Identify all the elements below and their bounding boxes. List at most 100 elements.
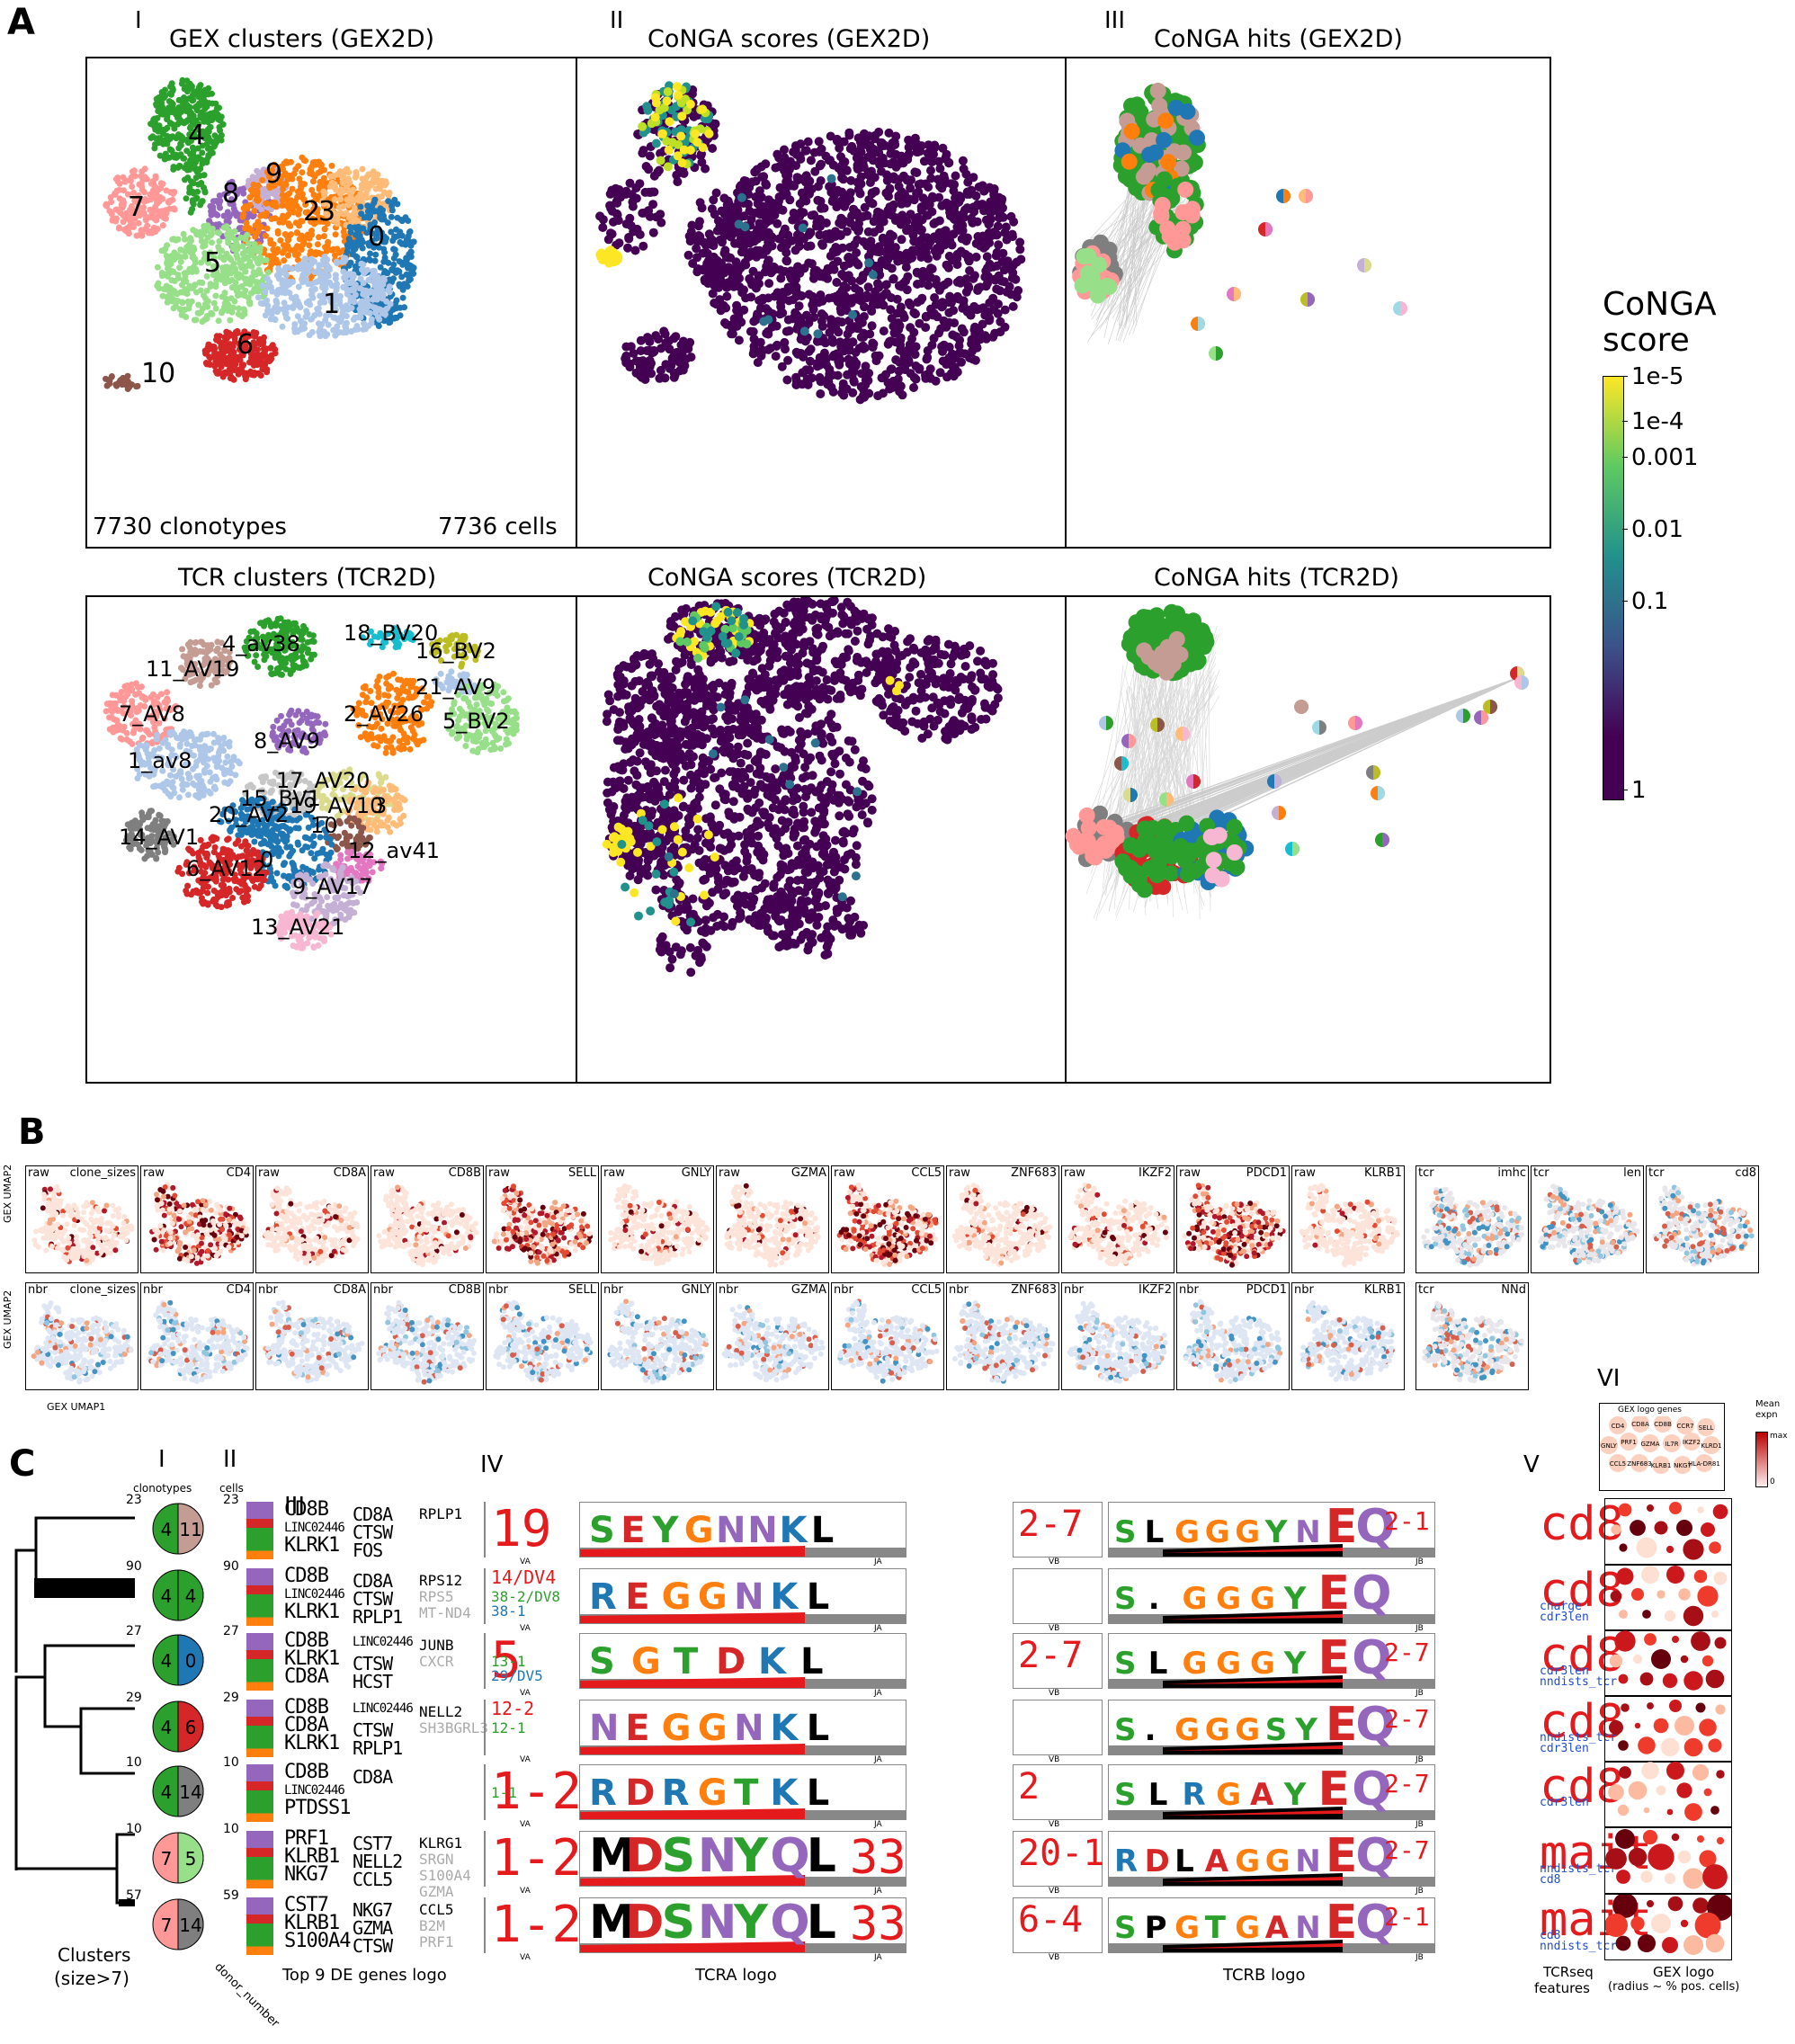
cell-count: 10	[223, 1822, 239, 1836]
c-roman-III: III	[284, 1493, 306, 1520]
de-gene-label: RPS5	[419, 1588, 454, 1605]
conga-colorbar	[1603, 376, 1624, 800]
va-label: 1-2	[491, 1763, 583, 1821]
cdr3b-logo: S L R G A Y E Q 2-7	[1108, 1764, 1435, 1820]
umap-mini-panel: tcr imhc	[1415, 1165, 1529, 1273]
tcr-cluster-label: 2_AV26	[344, 701, 424, 727]
cdr3a-letter: D	[625, 1898, 664, 1950]
gex-cluster-points	[103, 76, 417, 392]
mini-panel-feature: CD8B	[448, 1283, 481, 1297]
tcrseq-feature: cd8	[1540, 1929, 1561, 1942]
mini-umap	[1183, 1299, 1283, 1385]
mini-umap	[1422, 1300, 1524, 1384]
cdr3b-letter: Y	[1283, 1646, 1307, 1682]
cdr3b-letter: G	[1250, 1581, 1275, 1617]
tcrseq-feature: nndists_tcr	[1540, 1731, 1618, 1745]
cell-count: 59	[223, 1888, 239, 1903]
cdr3a-letter: R	[589, 1772, 617, 1814]
cdr3b-letter: L	[1148, 1646, 1168, 1682]
tcr-cluster-label: 12_av41	[348, 838, 440, 863]
cdr3b-logo: S. G G G S Y E Q 2-7	[1108, 1700, 1435, 1755]
gex-logo-circles	[1604, 1761, 1732, 1827]
vb-axis-label: VB	[1049, 1887, 1060, 1896]
tcr-cluster-label: 18_BV20	[344, 620, 438, 646]
tcra-logo-label: TCRA logo	[695, 1966, 777, 1985]
gexlogo-label-1: GEX logo	[1653, 1964, 1715, 1980]
gex-cluster-label: 2	[303, 196, 320, 228]
gex-legend-genes: CD4 CD8A CD8B CCR7 SELL GNLY PRF1 GZMA IL7R IKZF2…	[1600, 1416, 1722, 1474]
mini-panel-feature: GZMA	[790, 1166, 826, 1180]
vb-axis-label: VB	[1049, 1755, 1060, 1764]
mini-panel-feature: ZNF683	[1011, 1283, 1057, 1297]
gex-logo-circles	[1604, 1629, 1732, 1696]
colorbar-tick	[1622, 457, 1628, 458]
tcr-cluster-label: 17_AV20	[276, 768, 370, 793]
legend-gene-label: CCR7	[1676, 1423, 1693, 1430]
mini-umap	[607, 1299, 709, 1385]
title-conga-scores-tcr: CoNGA scores (TCR2D)	[647, 564, 927, 592]
cdr3b-letter: Y	[1283, 1777, 1307, 1813]
gexlogo-label-2: (radius ~ % pos. cells)	[1608, 1980, 1740, 1994]
cdr3b-letter: L	[1148, 1777, 1168, 1813]
de-gene-label: LINC02446	[353, 1635, 414, 1649]
mini-panel-type: tcr	[1418, 1283, 1434, 1297]
tcr-cluster-label: 5_BV2	[442, 709, 510, 734]
de-gene-label: RPS12	[419, 1572, 463, 1589]
tcrseq-feature: nndists_tcr	[1540, 1862, 1618, 1876]
tcrseq-feature: nndists_tcr	[1540, 1675, 1618, 1689]
legend-gene-label: IL7R	[1665, 1441, 1678, 1448]
colorbar-tick-label: 0.01	[1631, 516, 1683, 543]
cdr3b-letter: N	[1295, 1514, 1320, 1550]
colorbar-tick-label: 0.1	[1631, 588, 1669, 615]
vb-segment-box	[1013, 1897, 1103, 1953]
cdr3b-letter: Y	[1264, 1514, 1288, 1550]
de-gene-label: CTSW	[353, 1522, 393, 1543]
vb-segment-box	[1013, 1764, 1103, 1820]
cdr3b-letter: S	[1114, 1712, 1137, 1748]
legend-gene-label: ZNF683	[1627, 1460, 1651, 1468]
mini-panel-type: raw	[1179, 1166, 1201, 1180]
cdr3b-letter: G	[1205, 1712, 1230, 1748]
cdr3b-letter: G	[1183, 1581, 1208, 1617]
vb-axis-label: VB	[1049, 1953, 1060, 1962]
tcr2d-frame: 4_av38 18_BV20 16_BV2 11_AV19 21_AV9 2_AV26 5_…	[85, 595, 1551, 1084]
jb-axis-label: JB	[1415, 1887, 1424, 1896]
cdr3b-letter: A	[1205, 1843, 1229, 1879]
cdr3a-letters: MDS NY QL 33	[580, 1898, 906, 1952]
dendrogram-branch	[79, 1707, 135, 1775]
clonotype-count: 23	[126, 1493, 142, 1507]
mini-umap	[1182, 1183, 1286, 1268]
gex-logo-circles	[1604, 1696, 1732, 1763]
colorbar-tick	[1622, 376, 1628, 377]
mini-panel-type: nbr	[603, 1283, 623, 1297]
cdr3b-letters: S. G G G S Y EQ2-7	[1109, 1700, 1434, 1754]
mini-panel-feature: clone_sizes	[69, 1283, 136, 1297]
cdr3b-letter: Y	[1283, 1581, 1307, 1617]
mini-panel-feature: CD8A	[333, 1166, 366, 1180]
mini-panel-feature: PDCD1	[1246, 1166, 1287, 1180]
de-gene-label: FOS	[353, 1540, 383, 1561]
de-gene-label: KLRB1	[284, 1845, 340, 1868]
mini-panel-type: raw	[1294, 1166, 1316, 1180]
cluster-pie: 7 14	[152, 1898, 204, 1950]
mini-panel-type: nbr	[834, 1283, 853, 1297]
c-roman-II: II	[223, 1446, 237, 1473]
clonotype-count: 57	[126, 1888, 142, 1903]
cdr3b-letters: S L G G G Y N EQ2-1	[1109, 1503, 1434, 1557]
cdr3b-letters: S P G T G A N EQ2-1	[1109, 1898, 1434, 1952]
cdr3b-letter: E	[1326, 1898, 1358, 1950]
umap-mini-panel: nbr SELL	[486, 1282, 599, 1390]
umap-mini-panel: nbr CD8B	[371, 1282, 484, 1390]
umap-mini-panel: raw CCL5	[831, 1165, 944, 1273]
mini-umap	[263, 1299, 365, 1384]
vb-label: 2-7	[1018, 1504, 1084, 1545]
mini-panel-type: nbr	[488, 1283, 508, 1297]
clonotype-count: 10	[126, 1755, 142, 1770]
umap-mini-panel: tcr cd8	[1646, 1165, 1759, 1273]
de-gene-label: CD8B	[284, 1696, 329, 1718]
de-gene-label: S100A4	[284, 1930, 351, 1952]
panel-b-letter: B	[18, 1111, 46, 1153]
de-gene-label: HCST	[353, 1671, 393, 1692]
